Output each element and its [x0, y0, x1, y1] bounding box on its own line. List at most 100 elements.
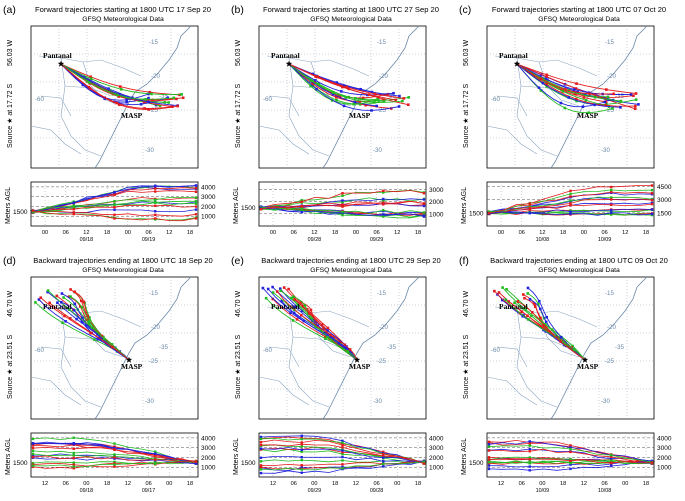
- height-marker: [300, 437, 303, 441]
- time-tick-label: 18: [332, 481, 338, 487]
- map-area: -15 -20 -25 -30 -60 -35 Pantanal MASP: [486, 276, 654, 420]
- trajectory-marker: [80, 299, 83, 303]
- height-marker: [154, 454, 157, 457]
- height-marker: [569, 204, 572, 207]
- coastline: [322, 25, 420, 169]
- trajectory-marker: [326, 336, 329, 339]
- source-lat: 17.72 S: [463, 84, 470, 108]
- height-marker: [382, 189, 385, 193]
- height-tick-label: 3000: [201, 194, 216, 201]
- trajectory-marker: [116, 93, 119, 97]
- trajectory-marker: [37, 298, 41, 301]
- meters-agl-label: Meters AGL: [233, 187, 240, 224]
- height-marker: [487, 443, 491, 446]
- trajectory-marker: [541, 77, 545, 81]
- height-marker: [194, 205, 198, 208]
- trajectory-marker: [282, 286, 286, 289]
- height-marker: [382, 203, 385, 206]
- trajectory-marker: [584, 98, 588, 102]
- height-tick-label: 4000: [657, 435, 672, 442]
- trajectory-marker: [505, 288, 508, 291]
- trajectory-marker: [98, 337, 101, 341]
- start-height-label: 1500: [469, 460, 484, 467]
- trajectory-marker: [144, 98, 147, 101]
- country-border: [496, 346, 528, 368]
- height-marker: [113, 203, 116, 206]
- start-height-label: 1500: [241, 460, 256, 467]
- height-marker: [31, 446, 35, 450]
- height-marker: [341, 459, 344, 462]
- trajectory-marker: [567, 96, 571, 99]
- height-marker: [341, 200, 344, 204]
- trajectory-marker: [593, 96, 597, 99]
- height-marker: [300, 445, 303, 448]
- map-lat-label: -15: [149, 39, 159, 46]
- trajectory-marker: [342, 84, 346, 88]
- trajectory-marker: [271, 285, 274, 289]
- trajectory-marker: [364, 103, 368, 107]
- height-marker: [610, 196, 613, 199]
- map-lat-label: -30: [373, 147, 383, 154]
- trajectory-marker: [587, 111, 590, 115]
- height-marker: [528, 203, 531, 207]
- height-marker: [300, 468, 303, 471]
- height-marker: [154, 198, 157, 202]
- height-tick-label: 3000: [657, 445, 672, 452]
- height-marker: [569, 446, 572, 449]
- panel-subtitle: GFSQ Meteorological Data: [538, 267, 620, 274]
- height-marker: [650, 191, 654, 195]
- trajectory-marker: [299, 300, 303, 304]
- trajectory-marker: [39, 296, 43, 299]
- height-marker: [528, 456, 531, 459]
- height-marker: [528, 206, 531, 210]
- trajectory-marker: [537, 86, 541, 89]
- height-marker: [113, 192, 116, 196]
- height-marker: [341, 465, 344, 469]
- trajectory-marker: [86, 314, 89, 318]
- map-frame: [258, 25, 427, 169]
- height-marker: [610, 453, 613, 457]
- trajectory-marker: [523, 296, 526, 300]
- trajectory-marker: [545, 83, 548, 86]
- meters-axis-title: Meters AGL: [5, 187, 12, 224]
- height-marker: [528, 465, 531, 468]
- trajectory-marker: [139, 102, 143, 106]
- source-lon: 56.03 W: [7, 40, 14, 66]
- trajectory-marker: [175, 97, 178, 101]
- height-marker: [300, 207, 303, 210]
- height-marker: [650, 461, 654, 464]
- time-tick-label: 00: [394, 481, 400, 487]
- trajectory-marker: [331, 91, 335, 94]
- trajectory-marker: [118, 92, 121, 96]
- time-tick-label: 06: [601, 481, 607, 487]
- panel-letter: (c): [459, 4, 471, 16]
- trajectory-marker: [60, 300, 63, 304]
- trajectory-marker: [574, 87, 578, 90]
- height-marker: [569, 463, 572, 466]
- time-tick-label: 12: [270, 481, 276, 487]
- height-tick-label: 2000: [429, 199, 444, 206]
- trajectory-marker: [275, 290, 279, 293]
- trajectory-marker: [87, 319, 91, 323]
- source-location-label: Source ★ at 23.51 S 46.70 W: [234, 291, 242, 399]
- trajectory-marker: [366, 93, 369, 97]
- trajectory-marker: [548, 330, 551, 334]
- map-lat-label: -15: [605, 39, 615, 46]
- map-lat-label: -15: [149, 290, 159, 297]
- trajectory-marker: [172, 96, 176, 100]
- masp-label: MASP: [121, 111, 143, 120]
- trajectory-marker: [287, 287, 290, 291]
- trajectory-marker: [392, 91, 395, 95]
- trajectory-marker: [271, 291, 275, 294]
- trajectory-marker: [545, 85, 549, 88]
- height-marker: [569, 189, 572, 193]
- trajectory-marker: [87, 322, 91, 326]
- height-marker: [113, 190, 116, 194]
- map-lon-label: -60: [35, 347, 45, 354]
- trajectory-marker: [89, 77, 93, 81]
- trajectory-panel: (b) Forward trajectories starting at 1800…: [228, 0, 456, 250]
- trajectory-marker: [559, 335, 563, 339]
- time-tick-label: 12: [42, 481, 48, 487]
- time-tick-label: 06: [519, 230, 525, 236]
- country-border: [288, 308, 330, 408]
